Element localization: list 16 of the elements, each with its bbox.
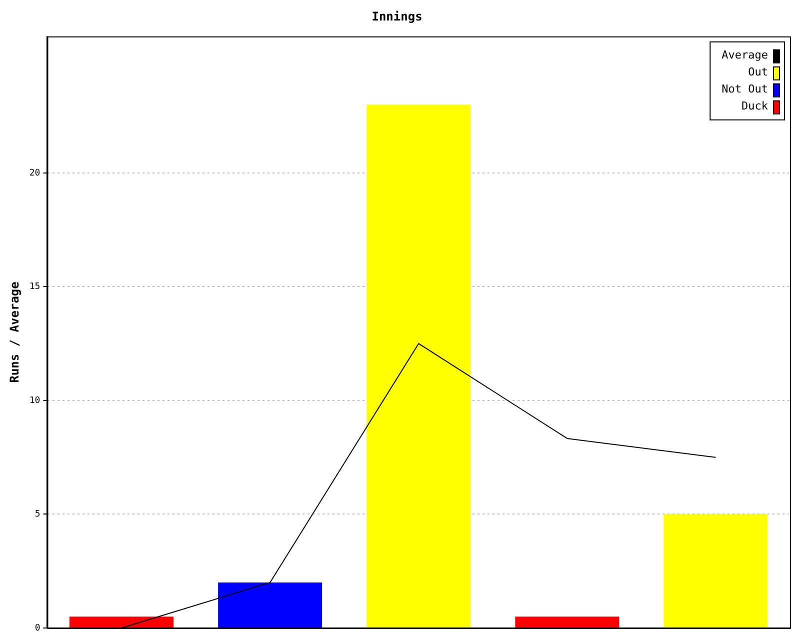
- y-tick-label: 5: [34, 510, 40, 520]
- y-axis-title: Runs / Average: [7, 282, 22, 383]
- bar: [218, 582, 322, 628]
- bar: [366, 104, 471, 628]
- legend-label: Out: [748, 65, 768, 78]
- y-tick-label: 0: [34, 623, 40, 634]
- y-tick-label: 10: [29, 396, 40, 406]
- legend-label: Average: [722, 48, 768, 62]
- y-tick-label: 20: [29, 168, 40, 178]
- chart-title: Innings: [372, 9, 422, 24]
- bar: [515, 616, 620, 628]
- legend-label: Not Out: [722, 82, 768, 96]
- legend-label: Duck: [742, 99, 768, 112]
- bar: [70, 616, 174, 628]
- y-tick-label: 15: [29, 282, 40, 292]
- bar: [664, 514, 768, 628]
